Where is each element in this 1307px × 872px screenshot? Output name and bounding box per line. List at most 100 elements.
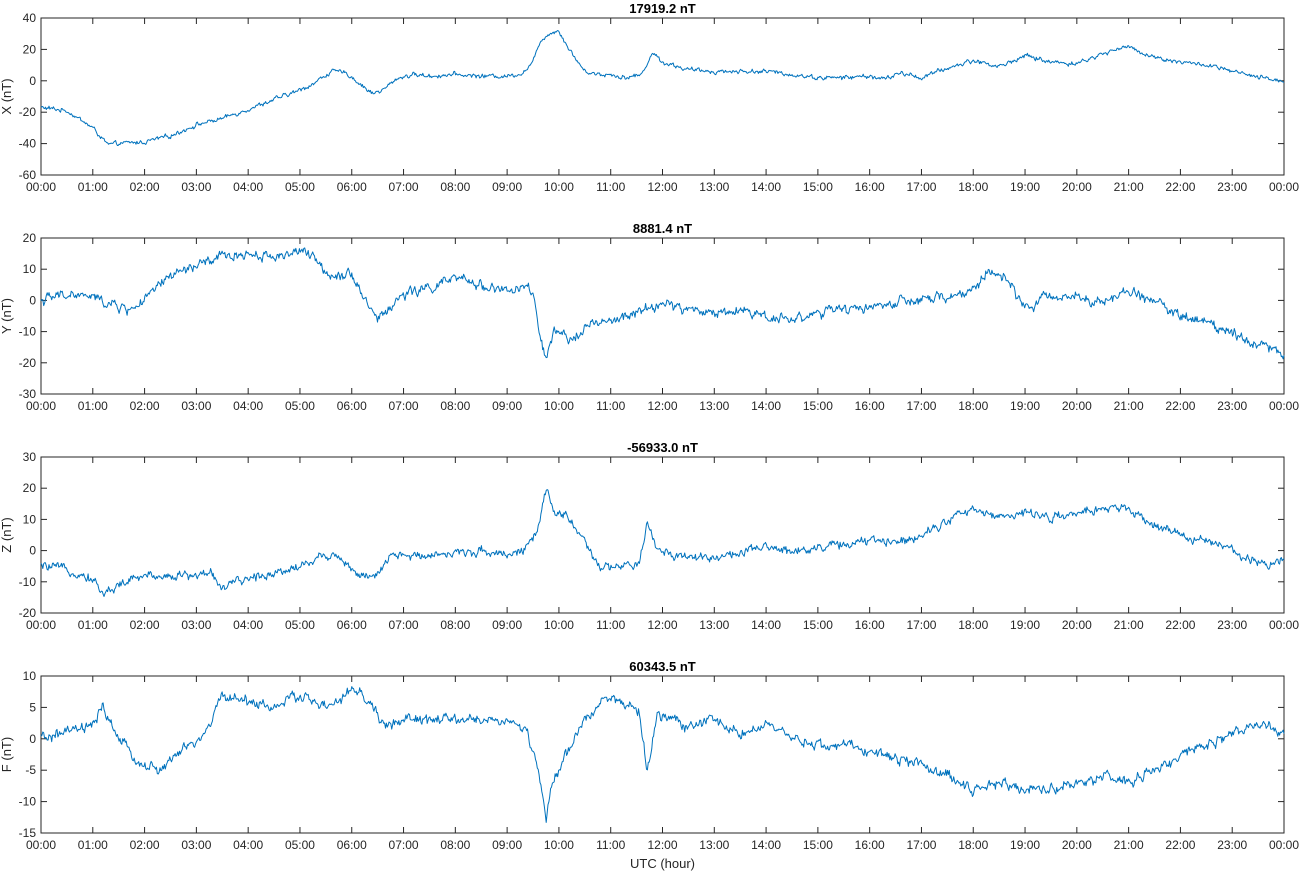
- panel-f-ytick-label: 0: [29, 732, 36, 746]
- panel-y-ylabel: Y (nT): [0, 298, 14, 334]
- panel-y-xtick-label: 01:00: [78, 399, 108, 413]
- panel-z-xtick-label: 03:00: [181, 618, 211, 632]
- panel-f-xtick-label: 22:00: [1165, 838, 1195, 852]
- panel-f-ytick-label: 10: [23, 669, 37, 683]
- panel-y-xtick-label: 11:00: [596, 399, 625, 413]
- panel-x-xtick-label: 05:00: [285, 180, 315, 194]
- panel-z-title: -56933.0 nT: [627, 440, 698, 455]
- panel-f-xtick-label: 21:00: [1114, 838, 1144, 852]
- panel-x-ytick-label: -60: [19, 168, 37, 182]
- panel-f-xtick-label: 08:00: [440, 838, 470, 852]
- panel-f-xtick-label: 11:00: [596, 838, 625, 852]
- panel-x-xtick-label: 04:00: [233, 180, 263, 194]
- panel-x-xtick-label: 00:00: [26, 180, 56, 194]
- x-axis-label: UTC (hour): [630, 856, 695, 871]
- panel-y-ytick-label: 0: [29, 293, 36, 307]
- panel-z-xtick-label: 09:00: [492, 618, 522, 632]
- panel-x-ylabel: X (nT): [0, 78, 14, 114]
- panel-y-series-line: [40, 247, 1285, 360]
- panel-f-xtick-label: 00:00: [1269, 838, 1299, 852]
- panel-x-ytick-label: 0: [29, 74, 36, 88]
- panel-z-ytick-label: 30: [23, 450, 37, 464]
- panel-z-ytick-label: 20: [23, 481, 37, 495]
- panel-z-xtick-label: 15:00: [803, 618, 833, 632]
- panel-z: -56933.0 nT Z (nT) -20 -10 0 10 20 30 00:00 01:…: [0, 440, 1299, 632]
- panel-z-ytick-label: 0: [29, 544, 36, 558]
- panel-y-xtick-label: 00:00: [26, 399, 56, 413]
- panel-f-xtick-label: 19:00: [1010, 838, 1040, 852]
- panel-f-xtick-label: 07:00: [389, 838, 419, 852]
- panel-z-xtick-label: 16:00: [855, 618, 885, 632]
- panel-x-xtick-label: 00:00: [1269, 180, 1299, 194]
- panel-y-ytick-label: 10: [23, 262, 37, 276]
- panel-x-xtick-label: 22:00: [1165, 180, 1195, 194]
- panel-z-xtick-label: 10:00: [544, 618, 574, 632]
- panel-z-frame: [40, 456, 1285, 614]
- panel-f-xtick-label: 15:00: [803, 838, 833, 852]
- panel-f-xtick-label: 14:00: [751, 838, 781, 852]
- panel-z-xtick-label: 21:00: [1114, 618, 1144, 632]
- panel-z-xtick-label: 17:00: [906, 618, 936, 632]
- panel-y-title: 8881.4 nT: [633, 221, 692, 236]
- panel-f-xtick-label: 06:00: [337, 838, 367, 852]
- panel-f-xtick-label: 03:00: [181, 838, 211, 852]
- panel-z-series-line: [40, 489, 1285, 597]
- panel-f-xtick-label: 10:00: [544, 838, 574, 852]
- panel-f-xtick-label: 20:00: [1062, 838, 1092, 852]
- panel-x-ytick-label: -40: [19, 137, 37, 151]
- panel-z-xtick-label: 13:00: [699, 618, 729, 632]
- panel-z-xtick-label: 00:00: [1269, 618, 1299, 632]
- panel-f-xtick-label: 23:00: [1217, 838, 1247, 852]
- panel-y: 8881.4 nT Y (nT) -30 -20 -10 0 10 20 00:00 01:0…: [0, 221, 1299, 413]
- panel-y-xtick-label: 14:00: [751, 399, 781, 413]
- panel-y-ytick-label: -30: [19, 387, 37, 401]
- panel-y-xtick-label: 00:00: [1269, 399, 1299, 413]
- panel-y-xtick-label: 08:00: [440, 399, 470, 413]
- panel-f-ytick-label: -5: [25, 763, 36, 777]
- panel-x-xtick-label: 01:00: [78, 180, 108, 194]
- panel-f-series-line: [40, 686, 1285, 823]
- panel-f-xtick-label: 17:00: [906, 838, 936, 852]
- panel-y-xtick-label: 21:00: [1114, 399, 1144, 413]
- panel-y-xtick-label: 17:00: [906, 399, 936, 413]
- panel-y-frame: [40, 237, 1285, 395]
- panel-x-xtick-label: 21:00: [1114, 180, 1144, 194]
- panel-y-xtick-label: 12:00: [647, 399, 677, 413]
- panel-f-xtick-label: 02:00: [130, 838, 160, 852]
- panel-z-ytick-label: 10: [23, 512, 37, 526]
- panel-z-xtick-label: 07:00: [389, 618, 419, 632]
- panel-y-xtick-label: 13:00: [699, 399, 729, 413]
- panel-f-xtick-label: 05:00: [285, 838, 315, 852]
- panel-x-xtick-label: 16:00: [855, 180, 885, 194]
- panel-z-xtick-label: 02:00: [130, 618, 160, 632]
- panel-z-xtick-label: 22:00: [1165, 618, 1195, 632]
- panel-y-xtick-label: 16:00: [855, 399, 885, 413]
- panel-z-xtick-label: 19:00: [1010, 618, 1040, 632]
- panel-x-frame: [40, 17, 1285, 176]
- panel-x-xtick-label: 02:00: [130, 180, 160, 194]
- panel-f-ytick-label: 5: [29, 700, 36, 714]
- panel-z-xtick-label: 08:00: [440, 618, 470, 632]
- panel-y-xtick-label: 09:00: [492, 399, 522, 413]
- panel-x-xtick-label: 11:00: [596, 180, 625, 194]
- panel-f-xtick-label: 00:00: [26, 838, 56, 852]
- panel-y-xtick-label: 05:00: [285, 399, 315, 413]
- panel-x-xtick-label: 10:00: [544, 180, 574, 194]
- panel-f-title: 60343.5 nT: [629, 659, 696, 674]
- panel-y-xtick-label: 20:00: [1062, 399, 1092, 413]
- panel-x-xtick-label: 18:00: [958, 180, 988, 194]
- panel-y-xtick-label: 04:00: [233, 399, 263, 413]
- panel-z-xtick-label: 01:00: [78, 618, 108, 632]
- panel-f-xtick-label: 18:00: [958, 838, 988, 852]
- panel-z-xtick-label: 23:00: [1217, 618, 1247, 632]
- panel-x-xtick-label: 12:00: [647, 180, 677, 194]
- panel-z-xtick-label: 14:00: [751, 618, 781, 632]
- panel-x-xtick-label: 08:00: [440, 180, 470, 194]
- panel-x: 17919.2 nT X (nT) -60 -40 -20 0 20 40 00:00 01:…: [0, 1, 1299, 194]
- panel-z-xtick-label: 20:00: [1062, 618, 1092, 632]
- panel-z-xtick-label: 11:00: [596, 618, 625, 632]
- panel-f-xtick-label: 12:00: [647, 838, 677, 852]
- panel-y-xtick-label: 07:00: [389, 399, 419, 413]
- panel-z-ytick-label: -10: [19, 575, 37, 589]
